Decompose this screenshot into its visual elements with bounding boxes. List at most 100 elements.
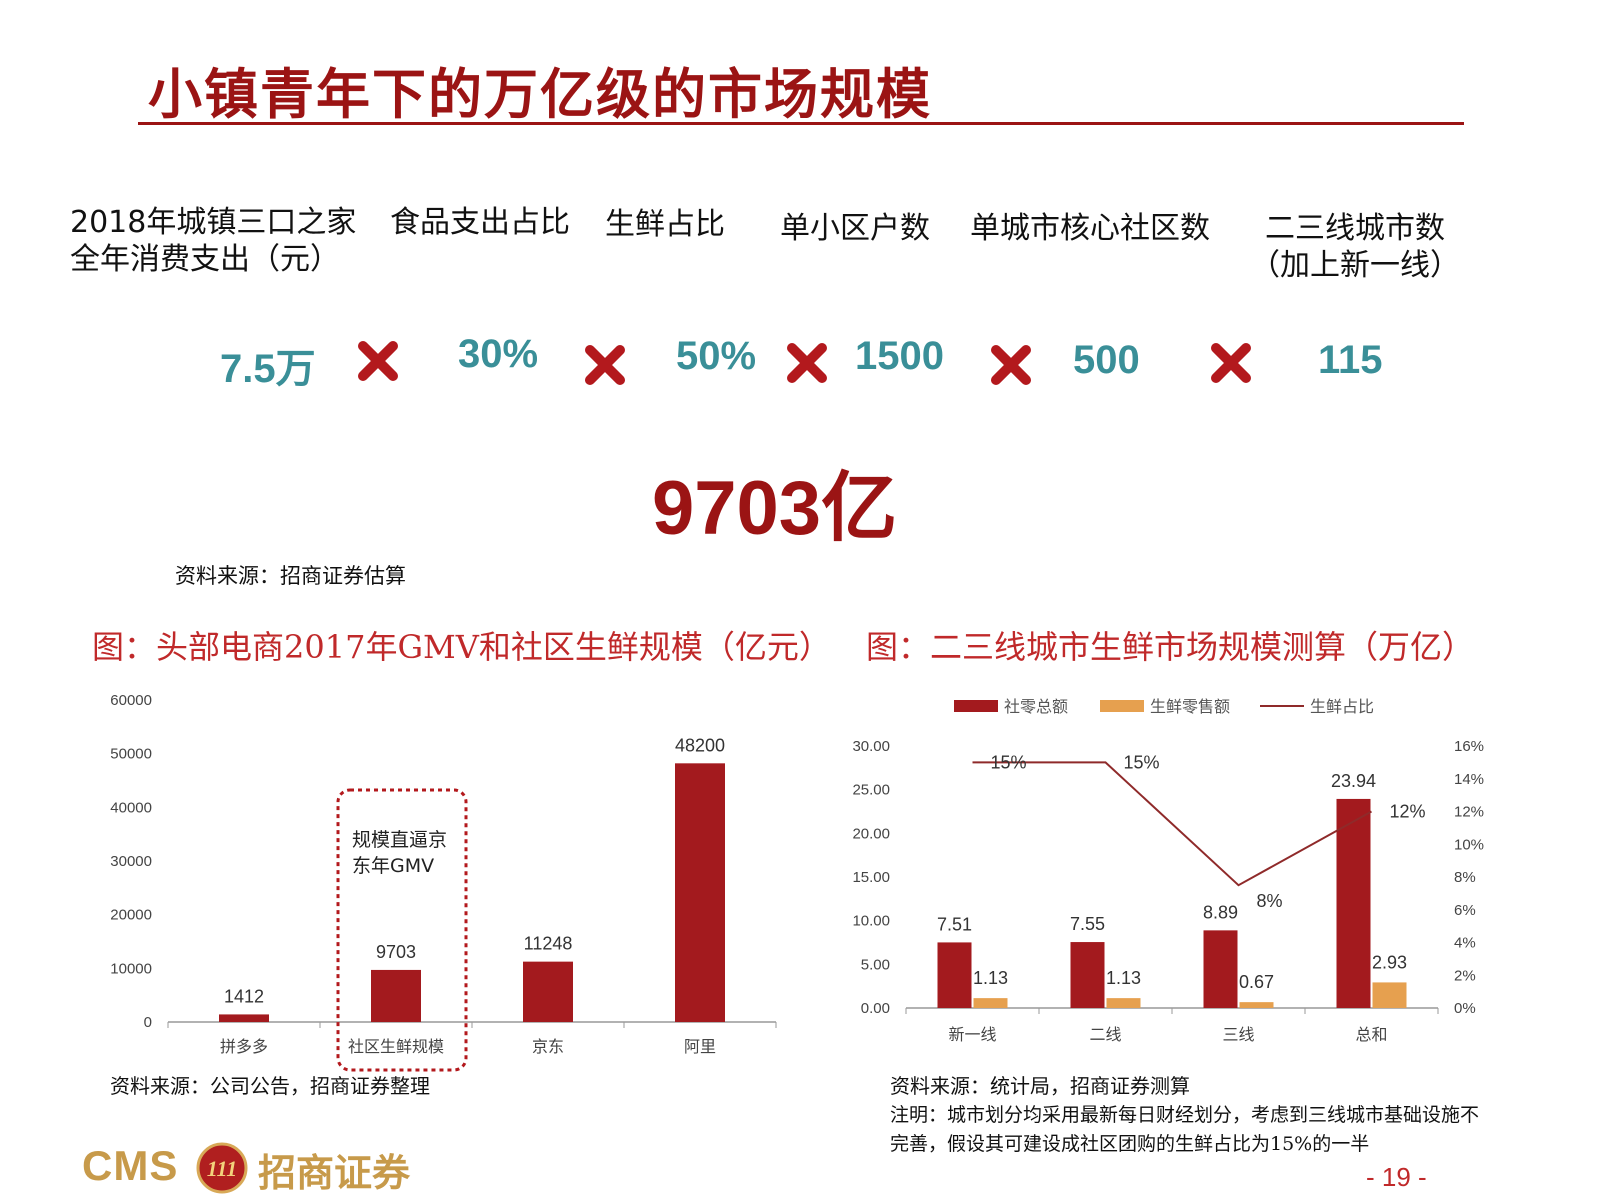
times-icon [991, 345, 1031, 385]
y2-tick-label: 10% [1454, 836, 1484, 853]
data-label-total: 23.94 [1331, 771, 1376, 791]
bar-total [1203, 930, 1238, 1008]
figure-right-title: 图：二三线城市生鲜市场规模测算（万亿） [866, 628, 1475, 666]
legend-label: 生鲜占比 [1310, 698, 1374, 716]
svg-text:111: 111 [207, 1156, 238, 1181]
ratio-label: 8% [1257, 891, 1283, 911]
ratio-label: 12% [1390, 802, 1426, 822]
bar [523, 961, 573, 1022]
ratio-line [972, 761, 1372, 887]
factor-value-households: 1500 [855, 334, 944, 378]
times-icon [585, 345, 625, 385]
ratio-label: 15% [991, 752, 1027, 772]
note-line-2: 完善，假设其可建设成社区团购的生鲜占比为15%的一半 [890, 1133, 1370, 1155]
legend-swatch [1100, 700, 1144, 712]
logo-latin: CMS [82, 1142, 179, 1189]
y2-tick-label: 2% [1454, 967, 1476, 984]
data-label: 9703 [376, 942, 416, 962]
factor-label-fresh-share: 生鲜占比 [605, 207, 725, 242]
y-tick-label: 15.00 [852, 869, 890, 886]
source-right: 资料来源：统计局，招商证券测算 [890, 1074, 1190, 1098]
data-label: 48200 [675, 735, 725, 755]
category-label: 二线 [1089, 1026, 1121, 1044]
y-tick-label: 20.00 [852, 825, 890, 842]
data-label-fresh: 0.67 [1239, 972, 1274, 992]
y-tick-label: 20000 [110, 907, 152, 924]
factor-label-food-share: 食品支出占比 [390, 205, 570, 240]
annotation-line-2: 东年GMV [352, 855, 434, 877]
annotation-box [336, 788, 468, 1072]
page-number: - 19 - [1366, 1162, 1427, 1192]
logo-badge-icon: 111 [196, 1142, 248, 1194]
factor-label-households: 单小区户数 [780, 211, 930, 246]
y-tick-label: 25.00 [852, 782, 890, 799]
data-label-fresh: 1.13 [973, 968, 1008, 988]
factor-value-expenditure: 7.5万 [220, 347, 316, 391]
y-tick-label: 0.00 [861, 1000, 890, 1017]
y-tick-label: 5.00 [861, 956, 890, 973]
data-label-fresh: 1.13 [1106, 968, 1141, 988]
times-icon [1211, 343, 1251, 383]
y-tick-label: 10.00 [852, 913, 890, 930]
tier-city-chart: 社零总额 生鲜零售额 生鲜占比 0.00 5.00 10.00 15.00 20.00 25.… [852, 698, 1484, 1044]
bar-total [1070, 942, 1105, 1008]
data-label: 11248 [524, 934, 573, 954]
note-line-1: 注明：城市划分均采用最新每日财经划分，考虑到三线城市基础设施不 [890, 1104, 1480, 1126]
factor-value-communities: 500 [1073, 338, 1140, 382]
bar-fresh [1372, 982, 1407, 1008]
category-label: 社区生鲜规模 [348, 1038, 444, 1056]
source-left: 资料来源：公司公告，招商证券整理 [110, 1074, 430, 1098]
bar [219, 1014, 269, 1022]
category-label: 京东 [532, 1038, 564, 1056]
y2-tick-label: 8% [1454, 869, 1476, 886]
category-label: 总和 [1355, 1026, 1387, 1044]
y2-tick-label: 16% [1454, 738, 1484, 755]
y-tick-label: 10000 [110, 960, 152, 977]
y2-tick-label: 14% [1454, 771, 1484, 788]
title-divider [138, 122, 1464, 125]
y-tick-label: 30.00 [852, 738, 890, 755]
bar-total [937, 942, 972, 1008]
bar-fresh [973, 998, 1008, 1008]
y-tick-label: 0 [144, 1014, 152, 1031]
bar-fresh [1106, 998, 1141, 1008]
times-icon [358, 341, 398, 381]
bar [371, 969, 421, 1022]
y-tick-label: 60000 [110, 692, 152, 709]
y-tick-label: 30000 [110, 853, 152, 870]
factor-value-food-share: 30% [458, 332, 539, 376]
y-tick-label: 50000 [110, 746, 152, 763]
y2-tick-label: 4% [1454, 935, 1476, 952]
category-label: 新一线 [948, 1026, 996, 1044]
market-size-total: 9703亿 [652, 466, 898, 551]
factor-label-cities: 二三线城市数 （加上新一线） [1250, 211, 1460, 283]
legend-swatch [954, 700, 998, 712]
factor-value-cities: 115 [1318, 338, 1383, 382]
y2-tick-label: 0% [1454, 1000, 1476, 1017]
bar [675, 763, 725, 1022]
legend-label: 社零总额 [1004, 698, 1068, 716]
annotation-line-1: 规模直逼京 [352, 829, 447, 851]
y2-tick-label: 12% [1454, 804, 1484, 821]
data-label-total: 7.51 [937, 914, 972, 934]
logo-chinese: 招商证券 [258, 1151, 411, 1195]
data-label-fresh: 2.93 [1372, 952, 1407, 972]
factor-label-communities: 单城市核心社区数 [970, 211, 1210, 246]
legend-label: 生鲜零售额 [1150, 698, 1230, 716]
category-label: 阿里 [684, 1038, 716, 1056]
category-label: 三线 [1222, 1026, 1254, 1044]
data-label-total: 7.55 [1070, 914, 1105, 934]
factor-value-fresh-share: 50% [676, 334, 757, 378]
data-label: 1412 [224, 986, 264, 1006]
bar-fresh [1239, 1002, 1274, 1008]
gmv-bar-chart: 0 10000 20000 30000 40000 50000 60000 1412 9703… [110, 692, 777, 1072]
factor-label-expenditure: 2018年城镇三口之家 全年消费支出（元） [70, 205, 357, 277]
bar-total [1336, 798, 1371, 1008]
source-top: 资料来源：招商证券估算 [175, 564, 406, 588]
figure-left-title: 图：头部电商2017年GMV和社区生鲜规模（亿元） [92, 628, 831, 666]
y2-tick-label: 6% [1454, 902, 1476, 919]
category-label: 拼多多 [220, 1038, 268, 1056]
ratio-label: 15% [1124, 752, 1160, 772]
y-tick-label: 40000 [110, 799, 152, 816]
page-title: 小镇青年下的万亿级的市场规模 [148, 63, 932, 126]
